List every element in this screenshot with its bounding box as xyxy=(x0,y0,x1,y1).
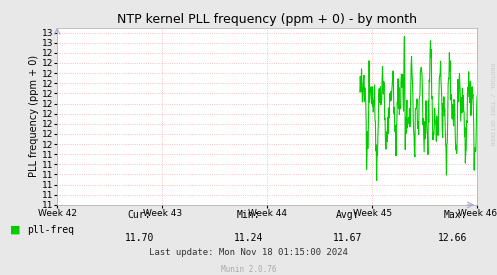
Y-axis label: PLL frequency (ppm + 0): PLL frequency (ppm + 0) xyxy=(29,55,39,177)
Text: Cur:: Cur: xyxy=(127,210,151,220)
Text: Min:: Min: xyxy=(237,210,260,220)
Text: 11.67: 11.67 xyxy=(333,233,363,243)
Text: 12.66: 12.66 xyxy=(438,233,467,243)
Text: pll-freq: pll-freq xyxy=(27,225,75,235)
Text: RRDTOOL / TOBI OETIKER: RRDTOOL / TOBI OETIKER xyxy=(490,63,495,146)
Text: Munin 2.0.76: Munin 2.0.76 xyxy=(221,265,276,274)
Text: Last update: Mon Nov 18 01:15:00 2024: Last update: Mon Nov 18 01:15:00 2024 xyxy=(149,248,348,257)
Text: 11.70: 11.70 xyxy=(124,233,154,243)
Text: Avg:: Avg: xyxy=(336,210,360,220)
Text: ■: ■ xyxy=(10,225,20,235)
Text: Max:: Max: xyxy=(444,210,467,220)
Title: NTP kernel PLL frequency (ppm + 0) - by month: NTP kernel PLL frequency (ppm + 0) - by … xyxy=(117,13,417,26)
Text: 11.24: 11.24 xyxy=(234,233,263,243)
